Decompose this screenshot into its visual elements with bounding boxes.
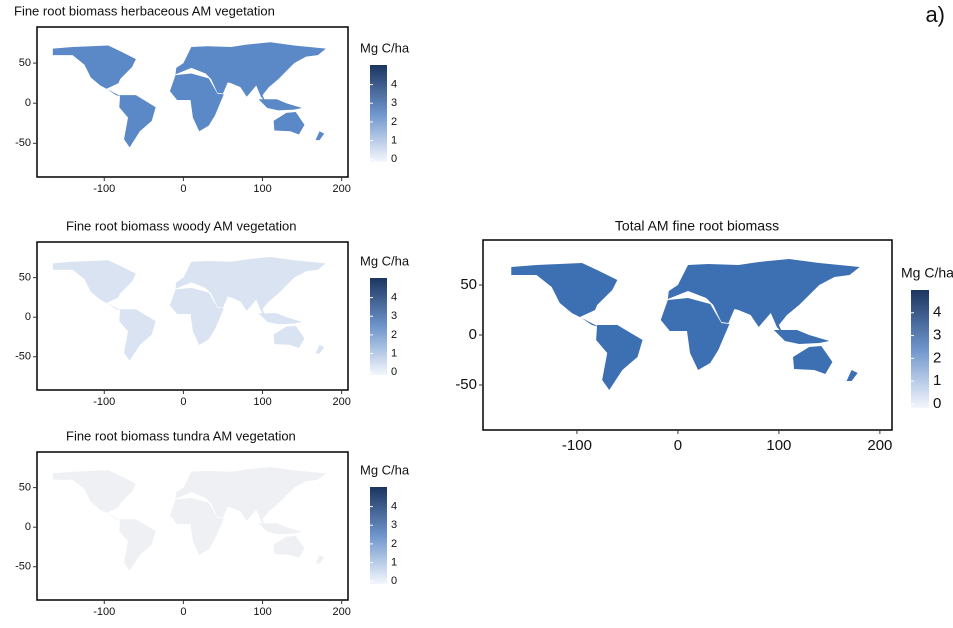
y-tick-label: 50 — [19, 272, 31, 284]
land-area — [773, 330, 830, 344]
colorbar-tick-label: 3 — [933, 327, 941, 344]
map-panel: Total AM fine root biomass-100 0 100 200-50… — [455, 218, 953, 454]
y-tick-label: 50 — [19, 57, 31, 69]
colorbar-tick-label: 4 — [391, 500, 397, 512]
land-area — [315, 131, 325, 141]
colorbar-title: Mg C/ha — [360, 462, 410, 477]
x-tick-label: 100 — [766, 437, 791, 454]
land-area — [169, 497, 224, 555]
x-tick-label: 200 — [332, 606, 350, 618]
land-area — [273, 112, 305, 135]
y-tick-label: -50 — [15, 137, 31, 149]
land-area — [258, 99, 303, 111]
colorbar-tick-label: 1 — [391, 556, 397, 568]
colorbar-title: Mg C/ha — [360, 40, 410, 55]
y-tick-label: -50 — [15, 561, 31, 573]
colorbar-tick-label: 0 — [391, 153, 397, 165]
colorbar — [911, 290, 929, 408]
x-tick-label: -100 — [93, 183, 115, 195]
land-area — [846, 370, 858, 381]
colorbar-title: Mg C/ha — [901, 265, 953, 281]
land-area — [258, 313, 303, 325]
y-tick-label: 50 — [460, 276, 477, 293]
land-area — [169, 73, 224, 132]
colorbar-tick-label: 1 — [933, 372, 941, 389]
colorbar-tick-label: 2 — [391, 538, 397, 550]
map-panel: Fine root biomass herbaceous AM vegetati… — [14, 3, 410, 194]
y-tick-label: -50 — [455, 376, 477, 393]
colorbar-title: Mg C/ha — [360, 253, 410, 268]
colorbar-tick-label: 0 — [391, 366, 397, 378]
land-area — [273, 325, 305, 349]
colorbar-tick-label: 2 — [391, 116, 397, 128]
x-tick-label: -100 — [562, 437, 592, 454]
land-area — [175, 42, 326, 103]
land-area — [660, 298, 730, 370]
y-tick-label: 0 — [25, 97, 31, 109]
x-tick-label: 0 — [180, 183, 186, 195]
colorbar-tick-label: 0 — [391, 575, 397, 587]
panel-title: Fine root biomass woody AM vegetation — [66, 218, 297, 233]
land-area — [119, 95, 156, 148]
land-area — [52, 260, 136, 311]
plot-frame — [36, 26, 349, 178]
plot-frame — [36, 451, 349, 601]
colorbar — [370, 487, 387, 584]
land-area — [169, 287, 224, 345]
y-tick-label: 0 — [469, 326, 477, 343]
x-tick-label: 0 — [674, 437, 682, 454]
map-panel: Fine root biomass woody AM vegetation -10… — [15, 218, 410, 407]
colorbar-tick-label: 3 — [391, 519, 397, 531]
panel-title: Fine root biomass herbaceous AM vegetati… — [14, 3, 275, 18]
colorbar — [370, 65, 387, 162]
x-tick-label: 100 — [253, 606, 271, 618]
colorbar-tick-label: 1 — [391, 134, 397, 146]
land-area — [119, 519, 156, 571]
colorbar-tick-label: 0 — [933, 395, 941, 412]
land-area — [793, 346, 833, 374]
colorbar-tick-label: 4 — [933, 304, 941, 321]
x-tick-label: 0 — [180, 396, 186, 408]
colorbar-tick-label: 3 — [391, 310, 397, 322]
x-tick-label: 100 — [253, 183, 271, 195]
colorbar-tick-label: 4 — [391, 291, 397, 303]
land-area — [511, 263, 618, 327]
y-tick-label: -50 — [15, 351, 31, 363]
x-tick-label: -100 — [93, 396, 115, 408]
colorbar-tick-label: 1 — [391, 347, 397, 359]
land-area — [52, 45, 136, 97]
y-tick-label: 0 — [25, 311, 31, 323]
land-area — [258, 523, 303, 535]
panel-title: Total AM fine root biomass — [615, 218, 779, 234]
land-area — [667, 259, 860, 334]
y-tick-label: 0 — [25, 521, 31, 533]
x-tick-label: 200 — [332, 183, 350, 195]
land-area — [315, 344, 325, 354]
y-tick-label: 50 — [19, 482, 31, 494]
x-tick-label: 200 — [332, 396, 350, 408]
panel-label: a) — [925, 2, 945, 27]
land-area — [175, 257, 326, 317]
land-area — [175, 467, 326, 527]
plot-frame — [36, 241, 349, 391]
x-tick-label: 0 — [180, 606, 186, 618]
land-area — [273, 535, 305, 559]
colorbar-tick-label: 2 — [391, 329, 397, 341]
land-area — [596, 325, 643, 390]
x-tick-label: -100 — [93, 606, 115, 618]
land-area — [119, 309, 156, 361]
colorbar-tick-label: 2 — [933, 349, 941, 366]
land-area — [52, 470, 136, 521]
panel-title: Fine root biomass tundra AM vegetation — [66, 428, 296, 443]
map-panel: Fine root biomass tundra AM vegetation -1… — [15, 428, 410, 617]
colorbar — [370, 278, 387, 375]
colorbar-tick-label: 3 — [391, 97, 397, 109]
land-area — [315, 554, 325, 564]
colorbar-tick-label: 4 — [391, 78, 397, 90]
x-tick-label: 200 — [867, 437, 892, 454]
x-tick-label: 100 — [253, 396, 271, 408]
